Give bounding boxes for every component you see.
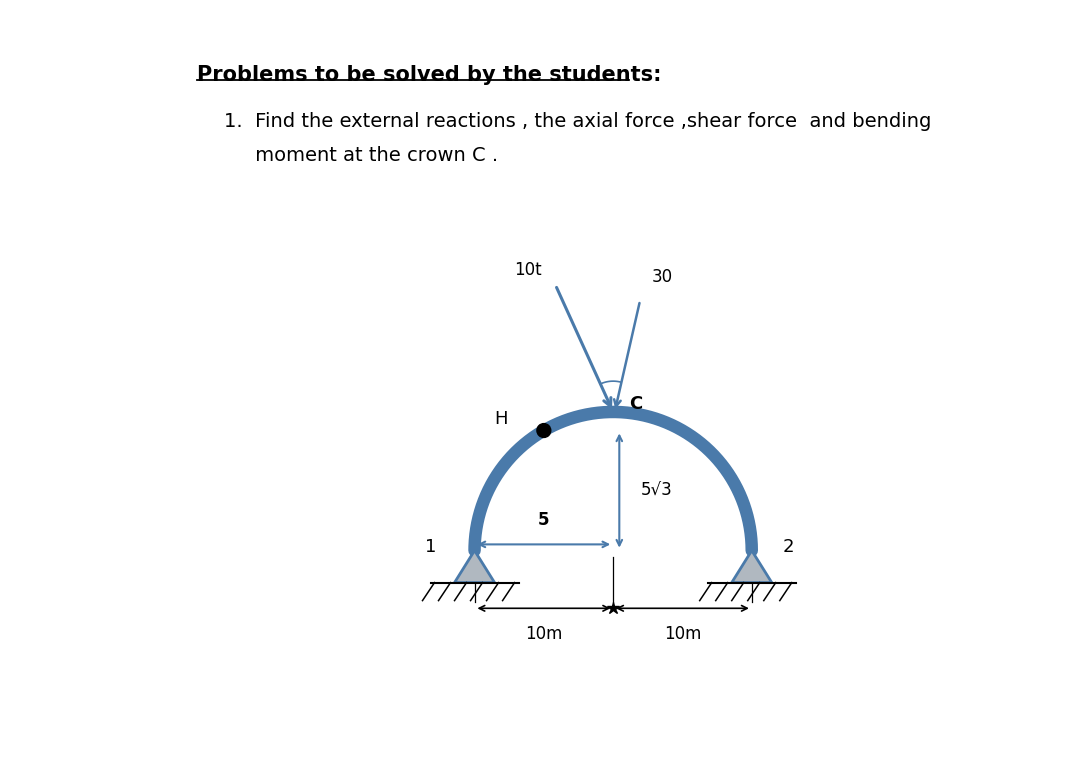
Text: 10t: 10t — [514, 261, 541, 279]
Polygon shape — [455, 551, 495, 583]
Text: 10m: 10m — [525, 625, 563, 643]
Text: 5: 5 — [538, 511, 550, 529]
Text: 10m: 10m — [664, 625, 701, 643]
Text: H: H — [495, 410, 509, 428]
Text: moment at the crown C .: moment at the crown C . — [225, 146, 499, 166]
Polygon shape — [732, 551, 772, 583]
Text: 1: 1 — [424, 537, 436, 556]
Text: C: C — [630, 395, 643, 413]
Text: Problems to be solved by the students:: Problems to be solved by the students: — [198, 65, 662, 85]
Circle shape — [537, 424, 551, 437]
Text: 5√3: 5√3 — [640, 481, 673, 500]
Text: 1.  Find the external reactions , the axial force ,shear force  and bending: 1. Find the external reactions , the axi… — [225, 112, 932, 131]
Text: 30: 30 — [651, 269, 673, 286]
Text: 2: 2 — [783, 537, 795, 556]
